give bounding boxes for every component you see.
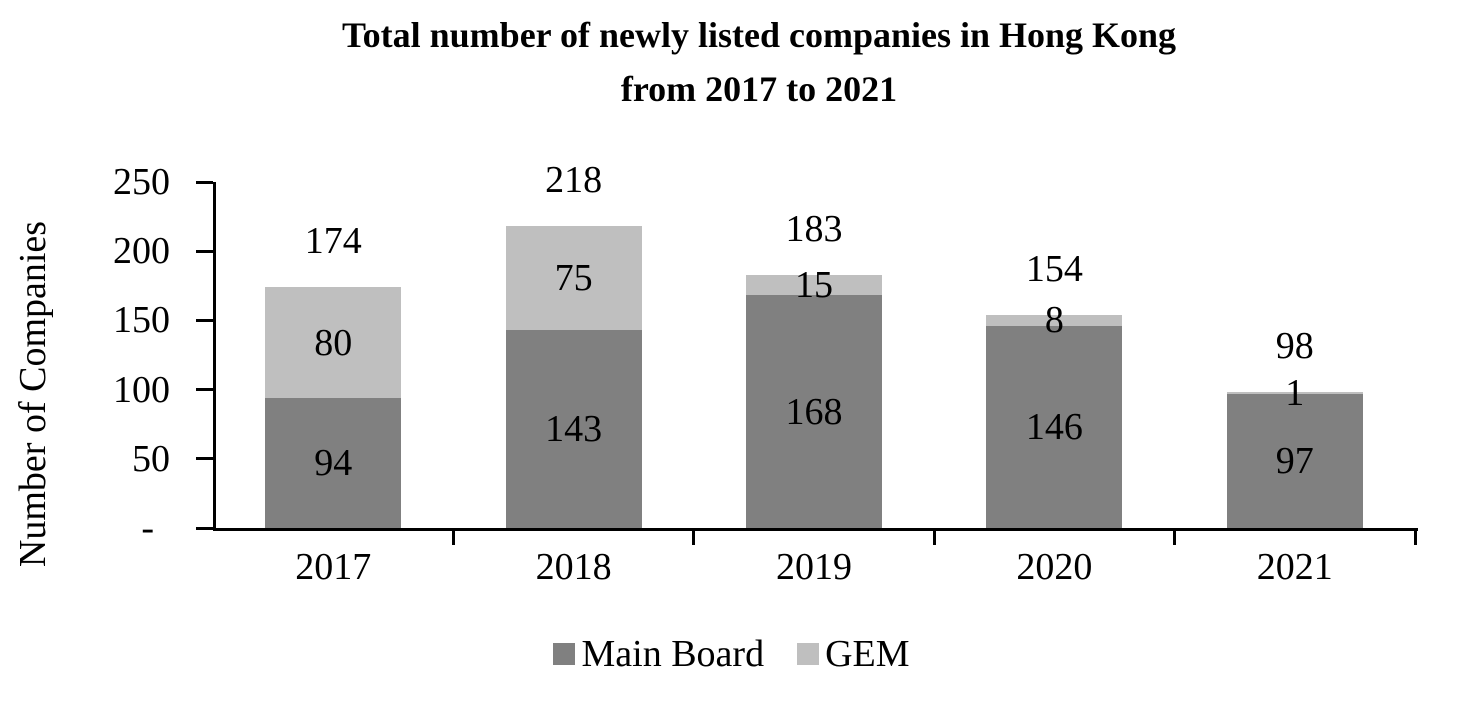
y-axis-tick-label: 150 [113, 299, 170, 342]
y-axis-tick-label: 100 [113, 368, 170, 411]
legend: Main Board GEM [0, 632, 1463, 676]
bar-segment-gem [505, 226, 642, 331]
total-value-label: 98 [1275, 325, 1314, 368]
gem-value-label: 8 [1044, 299, 1064, 342]
bar-segment-gem [986, 314, 1123, 326]
total-value-label: 154 [1025, 247, 1083, 290]
y-axis-tick [196, 526, 213, 530]
legend-label: GEM [825, 633, 910, 675]
y-axis-tick-label: - [141, 507, 154, 549]
chart-title-line1: Total number of newly listed companies i… [341, 15, 1177, 55]
chart-title: Total number of newly listed companies i… [55, 8, 1463, 116]
bar-segment-gem [265, 287, 402, 398]
legend-label: Main Board [581, 633, 765, 675]
bar-segment-gem [746, 274, 882, 296]
main-board-value-label: 168 [785, 390, 843, 433]
x-axis-line [213, 528, 1418, 531]
main-board-value-label: 97 [1275, 439, 1314, 482]
x-axis-category-label: 2021 [1256, 546, 1333, 588]
y-axis-tick-label: 250 [113, 161, 170, 203]
x-axis-tick [1413, 528, 1417, 545]
gem-value-label: 1 [1285, 372, 1305, 415]
legend-swatch-icon [797, 643, 820, 665]
x-axis-category-label: 2018 [535, 546, 612, 588]
legend-item-main-board: Main Board [553, 632, 764, 676]
main-board-value-label: 146 [1025, 405, 1083, 448]
bar-segment-main-board [265, 397, 402, 528]
legend-swatch-icon [553, 643, 576, 665]
x-axis-tick [692, 528, 696, 545]
y-axis-tick-label: 200 [113, 230, 170, 273]
total-value-label: 183 [785, 207, 843, 250]
total-value-label: 218 [545, 159, 603, 202]
y-axis-tick [196, 180, 213, 184]
y-axis-tick [196, 249, 213, 253]
y-axis-tick [196, 388, 213, 392]
x-axis-category-label: 2017 [295, 546, 372, 588]
gem-value-label: 80 [314, 321, 353, 364]
gem-value-label: 75 [554, 257, 593, 300]
chart-title-line2: from 2017 to 2021 [620, 69, 898, 109]
bar-segment-main-board [746, 295, 882, 528]
bar-segment-main-board [1226, 393, 1363, 528]
x-axis-category-label: 2020 [1016, 546, 1093, 588]
y-axis-tick [196, 318, 213, 322]
main-board-value-label: 94 [314, 441, 353, 484]
y-axis-tick [196, 457, 213, 461]
bar-segment-main-board [505, 330, 642, 528]
x-axis-tick [932, 528, 936, 545]
bar-segment-gem [1226, 392, 1363, 394]
x-axis-category-label: 2019 [776, 546, 852, 588]
gem-value-label: 15 [795, 264, 833, 307]
y-axis-line [213, 182, 216, 531]
x-axis-tick [1173, 528, 1177, 545]
y-axis-tick-label: 50 [132, 437, 170, 480]
total-value-label: 174 [304, 220, 362, 263]
legend-item-gem: GEM [797, 632, 910, 676]
x-axis-tick [451, 528, 455, 545]
bar-segment-main-board [986, 325, 1123, 528]
main-board-value-label: 143 [545, 408, 603, 451]
